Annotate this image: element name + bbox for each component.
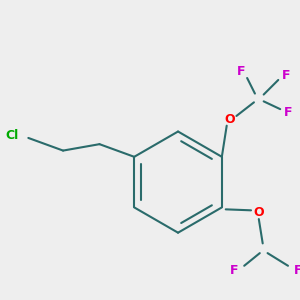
Text: Cl: Cl [5, 130, 19, 142]
Text: F: F [284, 106, 292, 118]
Text: F: F [282, 69, 290, 82]
Text: O: O [254, 206, 264, 219]
Text: F: F [237, 65, 245, 78]
Text: F: F [293, 264, 300, 277]
Text: F: F [230, 264, 239, 277]
Text: O: O [224, 113, 235, 126]
